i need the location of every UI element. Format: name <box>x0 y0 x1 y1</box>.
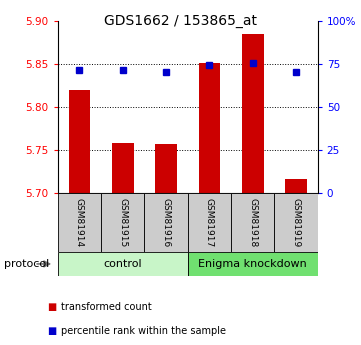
Bar <box>188 193 231 252</box>
Text: GSM81916: GSM81916 <box>162 198 170 247</box>
Bar <box>112 143 134 193</box>
Bar <box>58 193 101 252</box>
Text: protocol: protocol <box>4 259 49 269</box>
Bar <box>188 252 318 276</box>
Bar <box>231 193 274 252</box>
Bar <box>199 63 220 193</box>
Text: control: control <box>104 259 142 269</box>
Text: GSM81914: GSM81914 <box>75 198 84 247</box>
Bar <box>155 144 177 193</box>
Text: ■: ■ <box>47 326 56 336</box>
Text: GDS1662 / 153865_at: GDS1662 / 153865_at <box>104 14 257 28</box>
Bar <box>58 252 188 276</box>
Bar <box>285 179 307 193</box>
Text: GSM81917: GSM81917 <box>205 198 214 247</box>
Bar <box>101 193 144 252</box>
Text: GSM81915: GSM81915 <box>118 198 127 247</box>
Text: Enigma knockdown: Enigma knockdown <box>198 259 307 269</box>
Bar <box>274 193 318 252</box>
Text: GSM81918: GSM81918 <box>248 198 257 247</box>
Text: percentile rank within the sample: percentile rank within the sample <box>61 326 226 336</box>
Text: GSM81919: GSM81919 <box>292 198 300 247</box>
Bar <box>242 34 264 193</box>
Bar <box>69 90 90 193</box>
Bar <box>144 193 188 252</box>
Text: transformed count: transformed count <box>61 302 152 312</box>
Text: ■: ■ <box>47 302 56 312</box>
